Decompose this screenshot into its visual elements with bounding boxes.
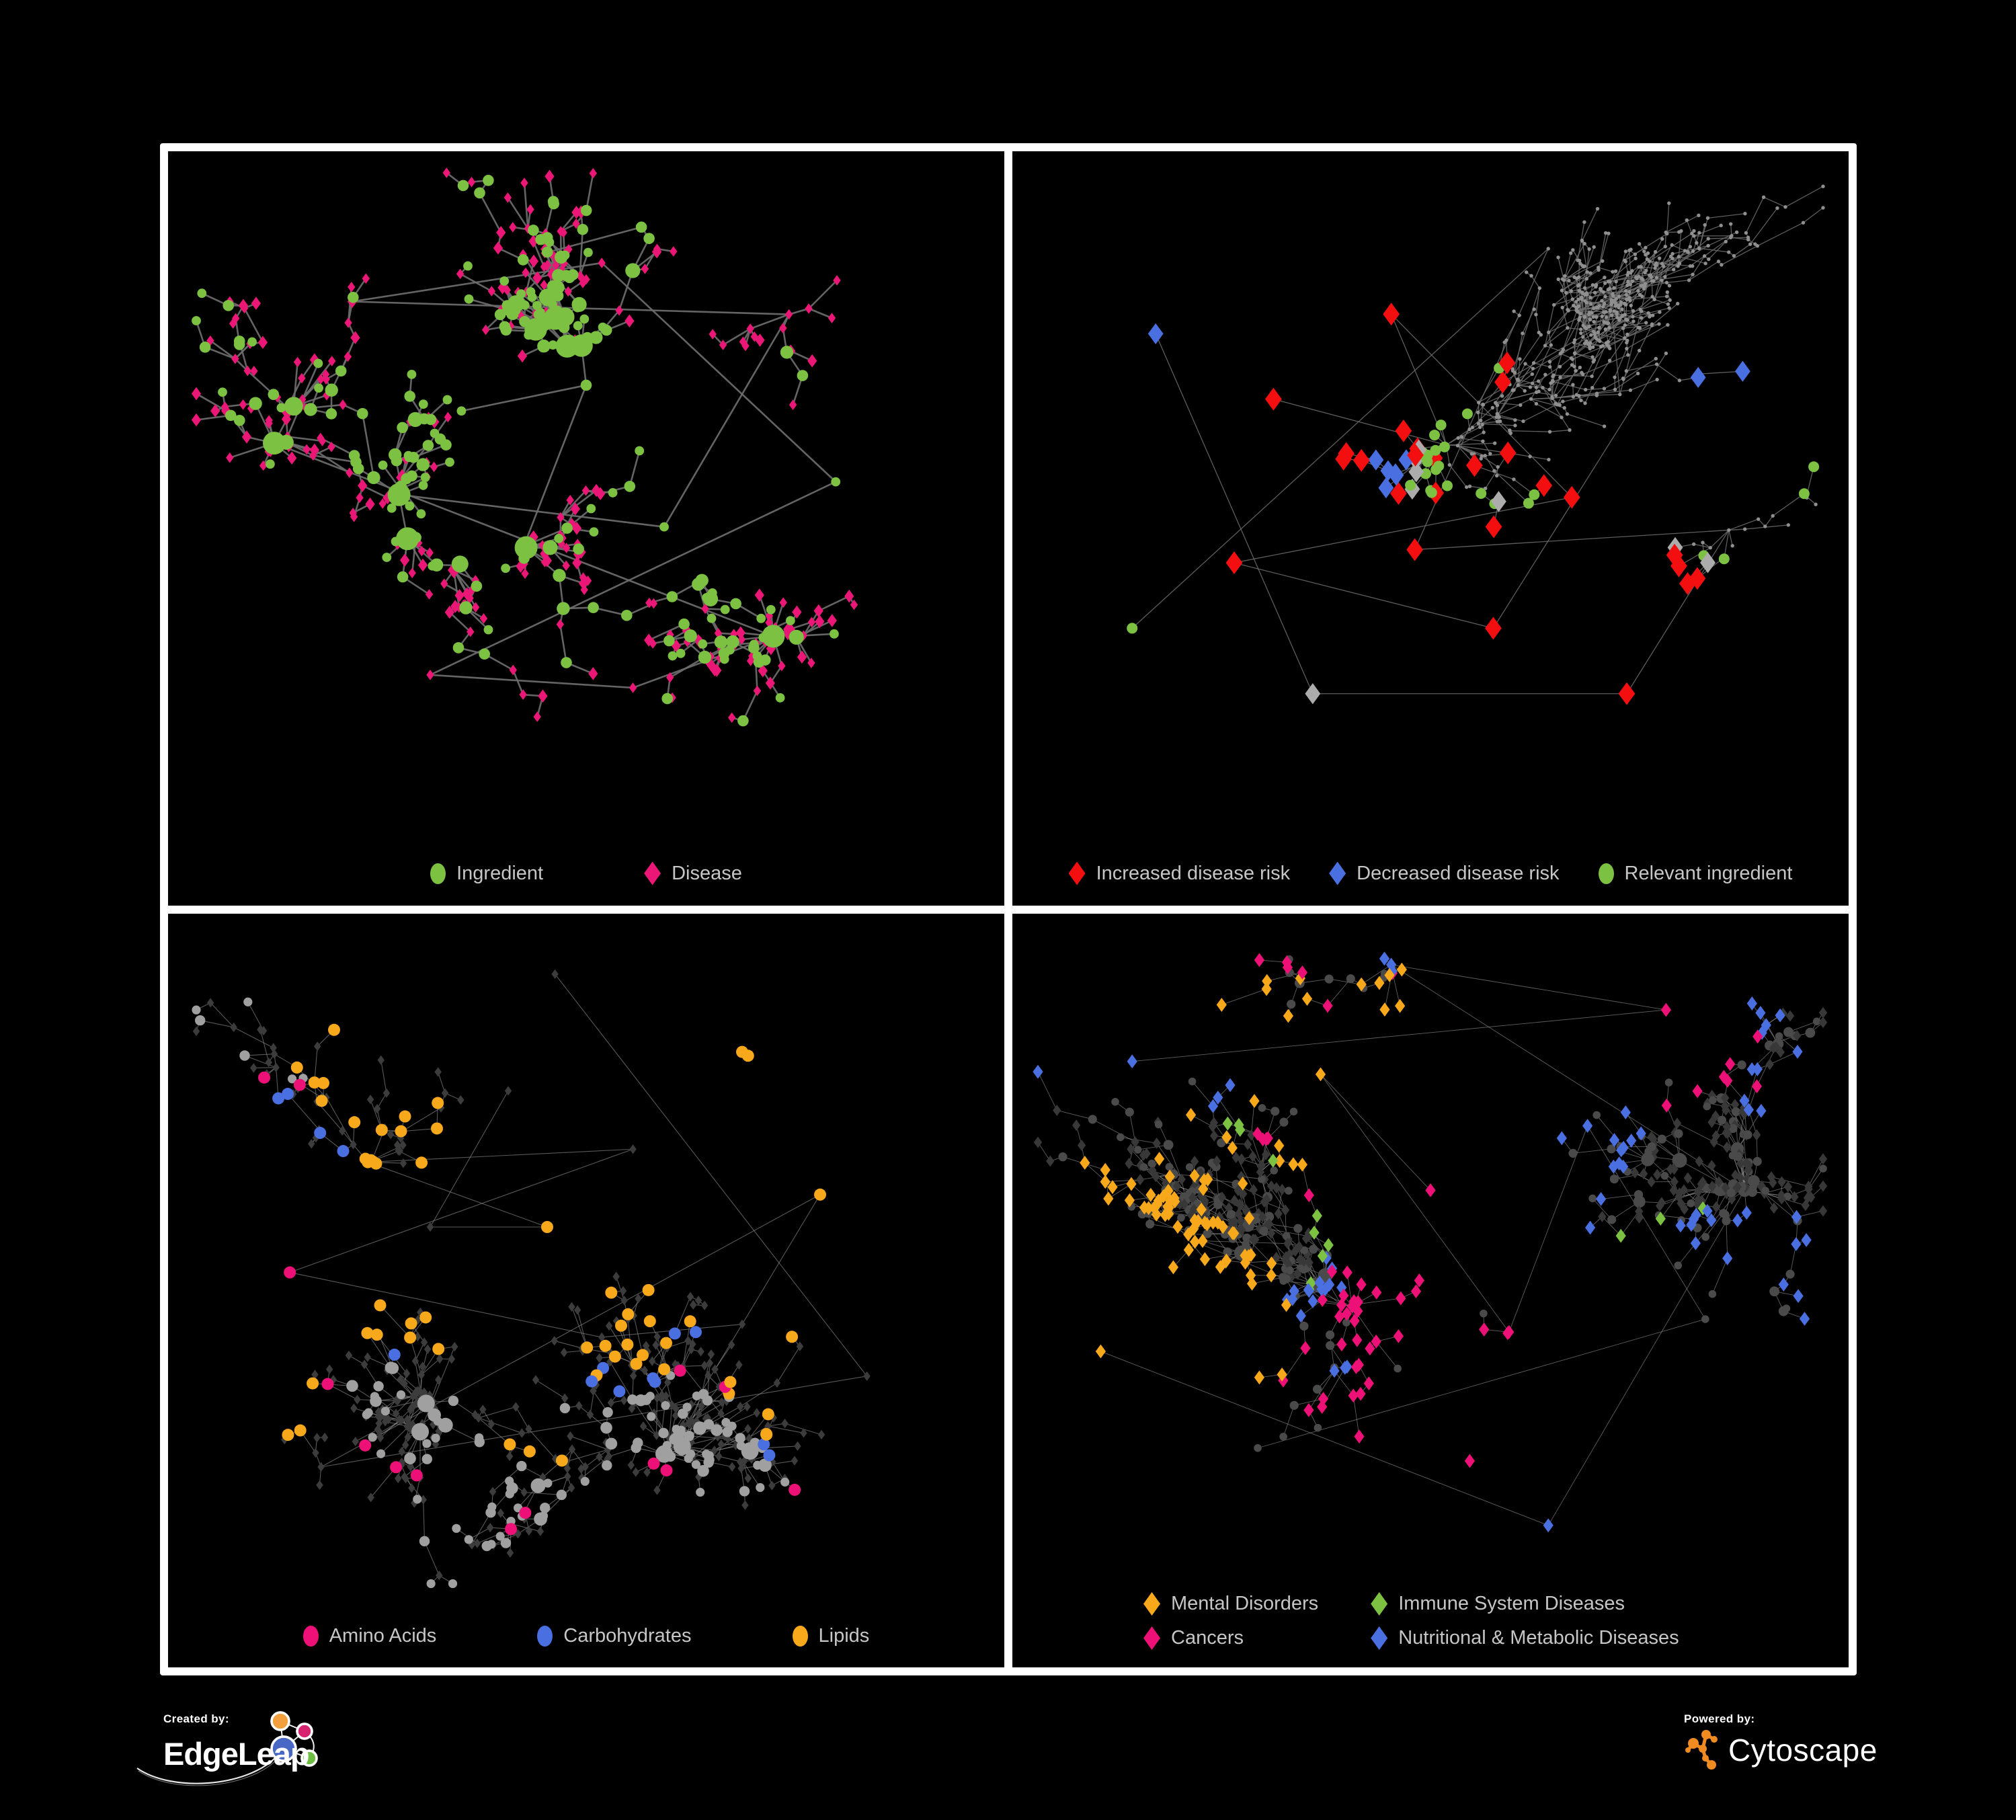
cytoscape-logo-icon: [1685, 1730, 1718, 1770]
legend-item-relevant-ingredient: Relevant ingredient: [1598, 862, 1793, 885]
legend-label: Mental Disorders: [1171, 1593, 1319, 1614]
legend-label: Lipids: [818, 1625, 870, 1647]
network-nutrient-classes: [192, 969, 871, 1588]
cytoscape-brand: Cytoscape: [1684, 1730, 1966, 1770]
circle-legend-marker-icon: [303, 1626, 319, 1647]
legend-label: Decreased disease risk: [1357, 862, 1560, 884]
diamond-legend-marker-icon: [1329, 861, 1346, 885]
legend-label: Disease: [672, 862, 742, 884]
powered-by-block: Powered by: Cytoscape: [1684, 1712, 1966, 1803]
created-by-label: Created by:: [163, 1712, 229, 1725]
legend-label: Relevant ingredient: [1624, 862, 1793, 884]
legend-item-amino-acids: Amino Acids: [303, 1625, 437, 1647]
legend-item-lipids: Lipids: [792, 1625, 870, 1647]
circle-legend-marker-icon: [1598, 863, 1614, 884]
created-by-block: Created by:: [136, 1711, 392, 1803]
legend-item-cancers: Cancers: [1143, 1626, 1318, 1650]
powered-by-label: Powered by:: [1684, 1712, 1755, 1725]
panel-ingredient-disease: Ingredient Disease: [168, 151, 1004, 906]
legend-label: Immune System Diseases: [1398, 1593, 1625, 1614]
diamond-legend-marker-icon: [1371, 1592, 1388, 1616]
diamond-legend-marker-icon: [1371, 1626, 1388, 1650]
legend-label: Cancers: [1171, 1627, 1244, 1649]
edgeleap-logo-text: EdgeLeap: [163, 1736, 310, 1772]
diamond-legend-marker-icon: [1143, 1626, 1160, 1650]
circle-legend-marker-icon: [430, 863, 446, 884]
diamond-legend-marker-icon: [644, 861, 661, 885]
edgeleap-logo-icon: [136, 1711, 318, 1786]
legend-label: Increased disease risk: [1096, 862, 1291, 884]
legend-label: Amino Acids: [329, 1625, 437, 1647]
legend-item-ingredient: Ingredient: [430, 863, 543, 885]
diamond-legend-marker-icon: [1068, 861, 1086, 885]
legend-item-nutritional-metabolic-diseases: Nutritional & Metabolic Diseases: [1371, 1626, 1679, 1650]
legend-item-decreased-disease-risk: Decreased disease risk: [1329, 861, 1560, 885]
circle-legend-marker-icon: [537, 1626, 553, 1647]
legend-item-increased-disease-risk: Increased disease risk: [1068, 861, 1291, 885]
network-disease-classes: [1033, 951, 1828, 1532]
panel-disease-risk: Increased disease risk Decreased disease …: [1012, 151, 1849, 906]
diamond-legend-marker-icon: [1143, 1592, 1160, 1616]
legend-item-mental-disorders: Mental Disorders: [1143, 1592, 1318, 1616]
legend-nutrient-classes: Amino Acids Carbohydrates Lipids: [168, 1625, 1004, 1647]
network-ingredient-disease: [191, 167, 858, 727]
legend-label: Nutritional & Metabolic Diseases: [1398, 1627, 1679, 1649]
panel-nutrient-classes: Amino Acids Carbohydrates Lipids: [168, 913, 1004, 1667]
legend-item-carbohydrates: Carbohydrates: [537, 1625, 692, 1647]
legend-ingredient-disease: Ingredient Disease: [168, 861, 1004, 885]
legend-disease-classes: Mental Disorders Immune System Diseases Ca…: [1143, 1592, 1679, 1650]
legend-disease-risk: Increased disease risk Decreased disease …: [1012, 861, 1849, 885]
edgeleap-swoosh: [136, 1757, 278, 1786]
legend-label: Ingredient: [456, 862, 544, 884]
legend-item-immune-system-diseases: Immune System Diseases: [1371, 1592, 1679, 1616]
legend-label: Carbohydrates: [563, 1625, 692, 1647]
circle-legend-marker-icon: [792, 1626, 808, 1647]
network-disease-risk: [1127, 184, 1825, 705]
edgeleap-brand: EdgeLeap: [136, 1711, 392, 1794]
panel-disease-classes: Mental Disorders Immune System Diseases Ca…: [1012, 913, 1849, 1667]
legend-item-disease: Disease: [644, 861, 742, 885]
cytoscape-logo-text: Cytoscape: [1728, 1733, 1878, 1768]
panel-grid: Ingredient Disease Increased disease risk…: [160, 143, 1857, 1675]
